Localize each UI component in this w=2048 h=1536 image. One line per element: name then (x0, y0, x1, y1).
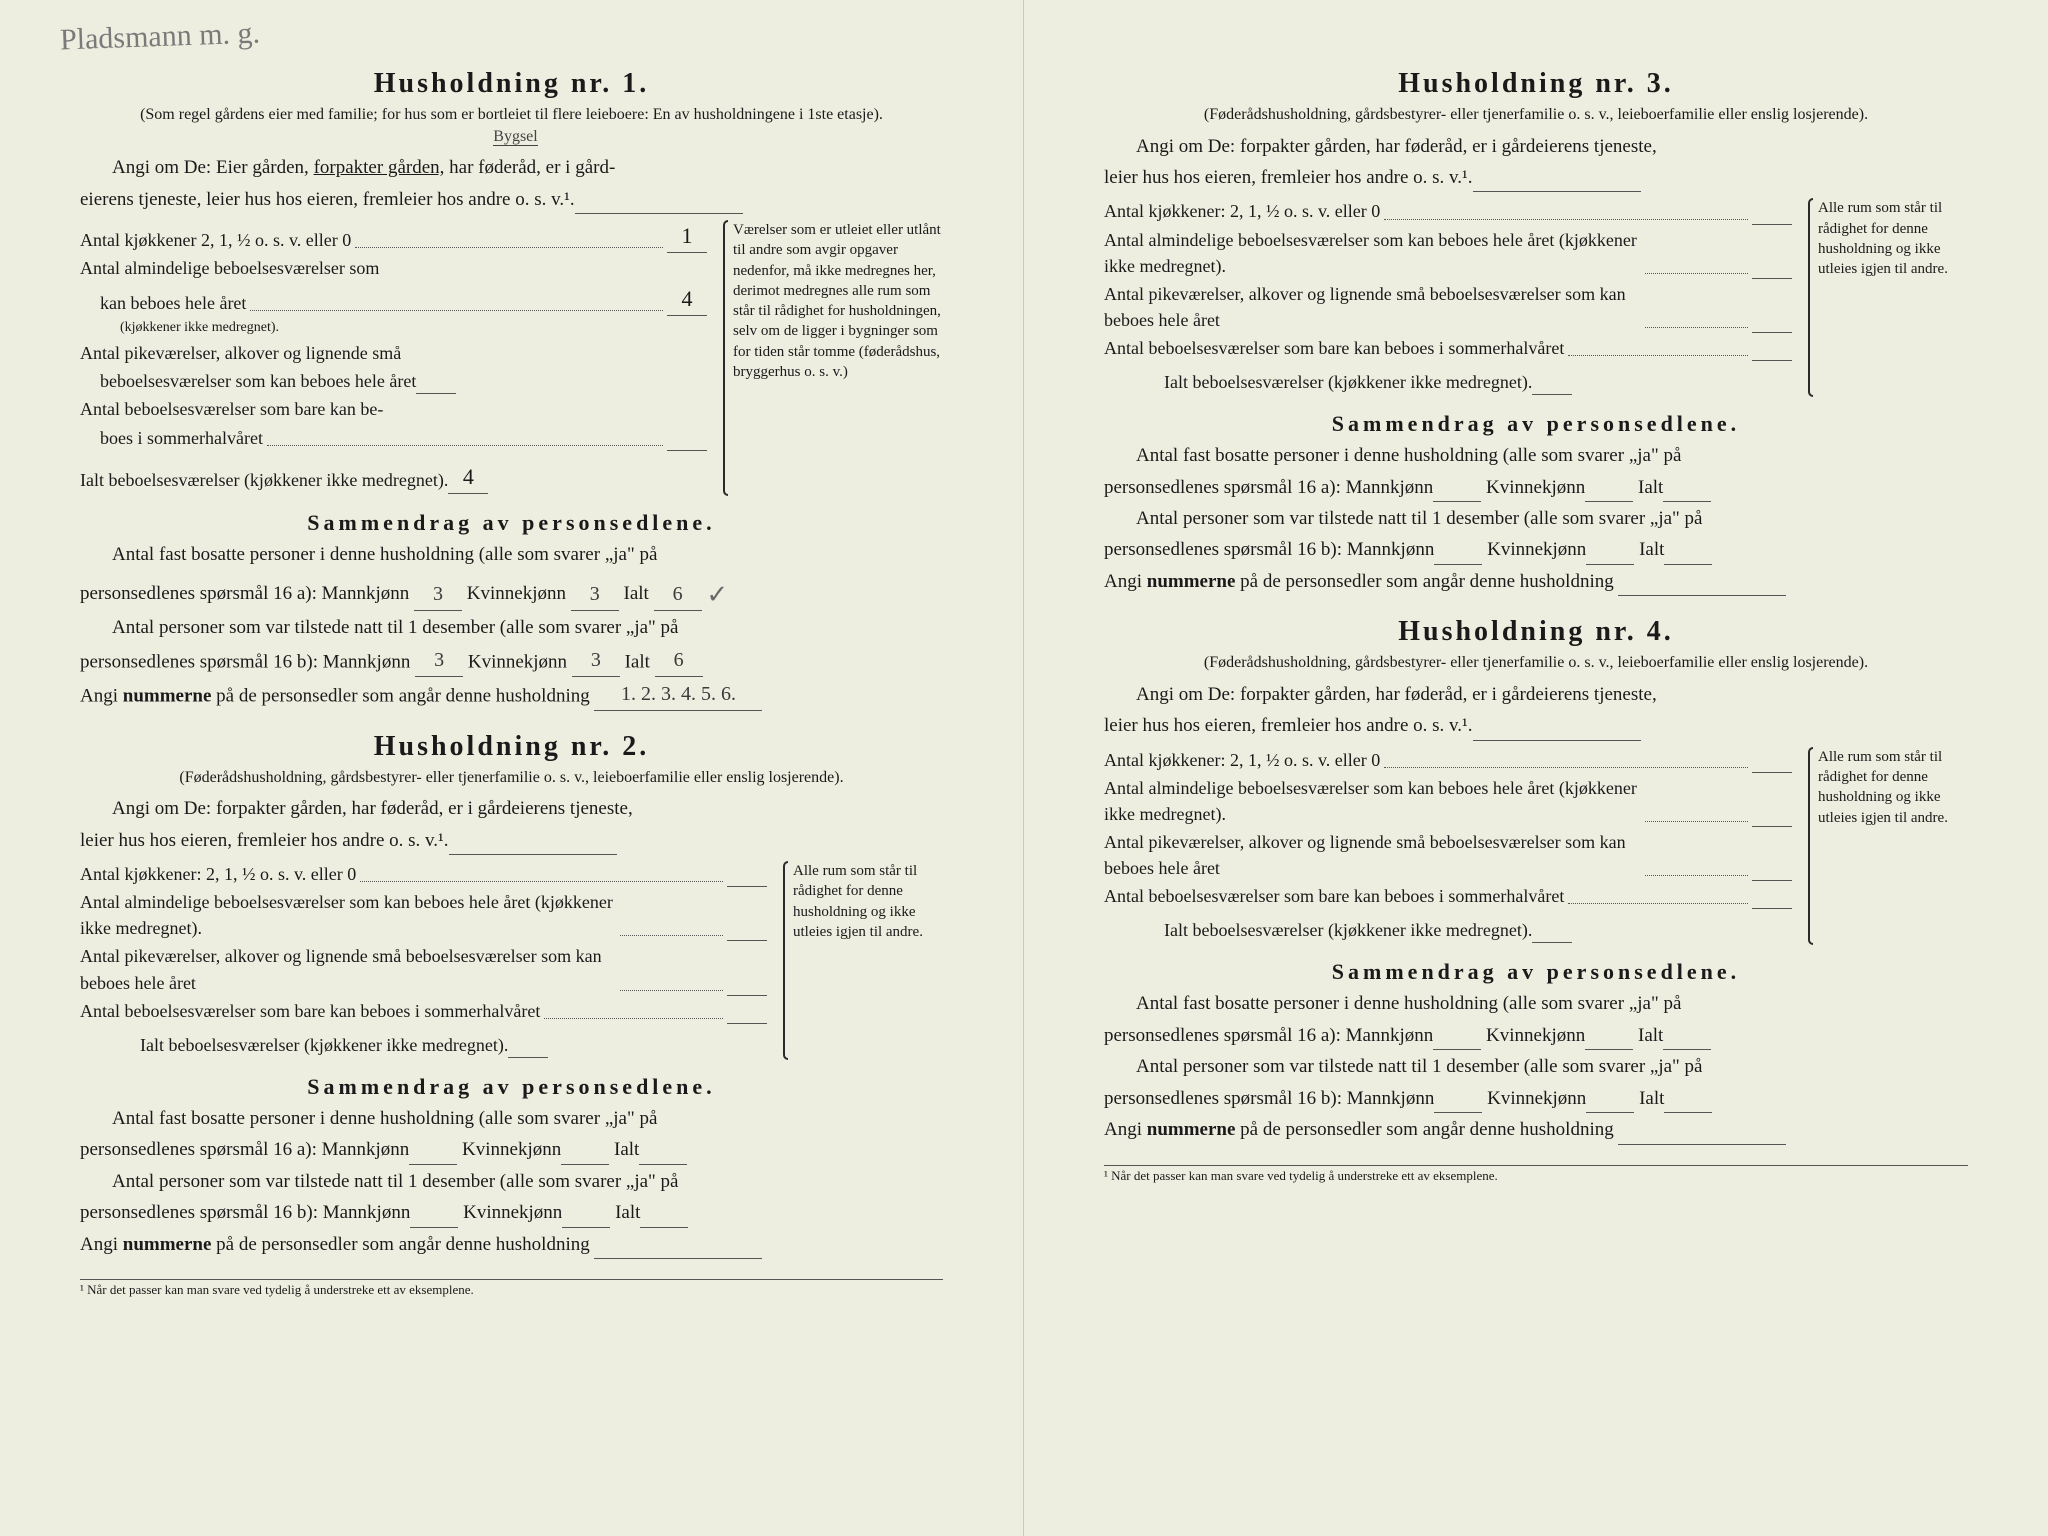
brace-icon (1802, 747, 1816, 946)
summer-3[interactable] (1752, 360, 1792, 361)
resident-counts-1: personsedlenes spørsmål 16 a): Mannkjønn… (80, 571, 943, 611)
ialt-4b[interactable] (1664, 1112, 1712, 1113)
ialt-1b[interactable]: 6 (655, 645, 703, 677)
summary-title-2: Sammendrag av personsedlene. (80, 1074, 943, 1100)
household-3-title: Husholdning nr. 3. (1104, 68, 1968, 100)
angi-blank-2[interactable] (449, 854, 617, 855)
household-4-title: Husholdning nr. 4. (1104, 616, 1968, 648)
rooms-block-2: Antal kjøkkener: 2, 1, ½ o. s. v. eller … (80, 861, 943, 1060)
side-note-4: Alle rum som står til rådighet for denne… (1802, 747, 1968, 946)
household-4: Husholdning nr. 4. (Føderådshusholdning,… (1104, 616, 1968, 1144)
brace-icon (1802, 198, 1816, 397)
brace-icon (777, 861, 791, 1060)
male-2a[interactable] (409, 1164, 457, 1165)
side-note-2: Alle rum som står til rådighet for denne… (777, 861, 943, 1060)
female-4b[interactable] (1586, 1112, 1634, 1113)
ialt-3a[interactable] (1663, 501, 1711, 502)
rooms-allyear-3[interactable] (1752, 278, 1792, 279)
maids-2[interactable] (727, 995, 767, 996)
female-2b[interactable] (562, 1227, 610, 1228)
male-1a[interactable]: 3 (414, 579, 462, 611)
summary-title-1: Sammendrag av personsedlene. (80, 510, 943, 536)
household-4-subtitle: (Føderådshusholdning, gårdsbestyrer- ell… (1144, 652, 1928, 674)
left-page: Pladsmann m. g. Husholdning nr. 1. (Som … (0, 0, 1024, 1536)
ialt-2b[interactable] (640, 1227, 688, 1228)
numbers-1[interactable]: 1. 2. 3. 4. 5. 6. (594, 679, 762, 711)
household-3-subtitle: (Føderådshusholdning, gårdsbestyrer- ell… (1144, 104, 1928, 126)
footnote-right: ¹ Når det passer kan man svare ved tydel… (1104, 1165, 1968, 1184)
male-3b[interactable] (1434, 564, 1482, 565)
female-3b[interactable] (1586, 564, 1634, 565)
maids-value[interactable] (416, 393, 456, 394)
ialt-3b[interactable] (1664, 564, 1712, 565)
maids-4[interactable] (1752, 880, 1792, 881)
present-counts-1: personsedlenes spørsmål 16 b): Mannkjønn… (80, 645, 943, 677)
brace-icon (717, 220, 731, 495)
kitchens-4[interactable] (1752, 772, 1792, 773)
handwritten-annotation: Pladsmann m. g. (59, 17, 260, 58)
rooms-block-4: Antal kjøkkener: 2, 1, ½ o. s. v. eller … (1104, 747, 1968, 946)
handwritten-bygsel: Bygsel (493, 128, 537, 146)
summer-value[interactable] (667, 450, 707, 451)
male-3a[interactable] (1433, 501, 1481, 502)
household-1-subtitle: (Som regel gårdens eier med familie; for… (120, 104, 903, 147)
household-3: Husholdning nr. 3. (Føderådshusholdning,… (1104, 68, 1968, 596)
angi-blank-4[interactable] (1473, 740, 1641, 741)
summary-title-3: Sammendrag av personsedlene. (1104, 411, 1968, 437)
kitchens-3[interactable] (1752, 224, 1792, 225)
summary-title-4: Sammendrag av personsedlene. (1104, 959, 1968, 985)
total-2[interactable] (508, 1057, 548, 1058)
numbers-line-1: Angi nummerne på de personsedler som ang… (80, 679, 943, 711)
angi-line-1: Angi om De: Eier gården, forpakter gårde… (80, 153, 943, 182)
rooms-block-3: Antal kjøkkener: 2, 1, ½ o. s. v. eller … (1104, 198, 1968, 397)
female-4a[interactable] (1585, 1049, 1633, 1050)
household-2: Husholdning nr. 2. (Føderådshusholdning,… (80, 731, 943, 1259)
male-4a[interactable] (1433, 1049, 1481, 1050)
male-4b[interactable] (1434, 1112, 1482, 1113)
household-1: Husholdning nr. 1. (Som regel gårdens ei… (80, 68, 943, 711)
household-2-title: Husholdning nr. 2. (80, 731, 943, 763)
summer-4[interactable] (1752, 908, 1792, 909)
footnote-left: ¹ Når det passer kan man svare ved tydel… (80, 1279, 943, 1298)
right-page: Husholdning nr. 3. (Føderådshusholdning,… (1024, 0, 2048, 1536)
numbers-2[interactable] (594, 1258, 762, 1259)
female-1b[interactable]: 3 (572, 645, 620, 677)
angi-line-2: eierens tjeneste, leier hus hos eieren, … (80, 185, 943, 214)
angi-blank-3[interactable] (1473, 191, 1641, 192)
kitchens-value[interactable]: 1 (667, 220, 707, 253)
total-rooms-value[interactable]: 4 (448, 461, 488, 494)
kitchens-2[interactable] (727, 886, 767, 887)
check-icon: ✓ (706, 575, 728, 615)
rooms-allyear-2[interactable] (727, 940, 767, 941)
maids-3[interactable] (1752, 332, 1792, 333)
angi-blank[interactable] (575, 213, 743, 214)
rooms-allyear-value[interactable]: 4 (667, 283, 707, 316)
male-1b[interactable]: 3 (415, 645, 463, 677)
total-4[interactable] (1532, 942, 1572, 943)
ialt-2a[interactable] (639, 1164, 687, 1165)
numbers-4[interactable] (1618, 1144, 1786, 1145)
total-3[interactable] (1532, 394, 1572, 395)
female-1a[interactable]: 3 (571, 579, 619, 611)
side-note-1: Værelser som er utleiet eller utlånt til… (717, 220, 943, 495)
ialt-4a[interactable] (1663, 1049, 1711, 1050)
ialt-1a[interactable]: 6 (654, 579, 702, 611)
summer-2[interactable] (727, 1023, 767, 1024)
rooms-block-1: Antal kjøkkener 2, 1, ½ o. s. v. eller 0… (80, 220, 943, 495)
female-2a[interactable] (561, 1164, 609, 1165)
male-2b[interactable] (410, 1227, 458, 1228)
household-1-title: Husholdning nr. 1. (80, 68, 943, 100)
household-2-subtitle: (Føderådshusholdning, gårdsbestyrer- ell… (120, 767, 903, 789)
side-note-3: Alle rum som står til rådighet for denne… (1802, 198, 1968, 397)
rooms-allyear-4[interactable] (1752, 826, 1792, 827)
numbers-3[interactable] (1618, 595, 1786, 596)
female-3a[interactable] (1585, 501, 1633, 502)
